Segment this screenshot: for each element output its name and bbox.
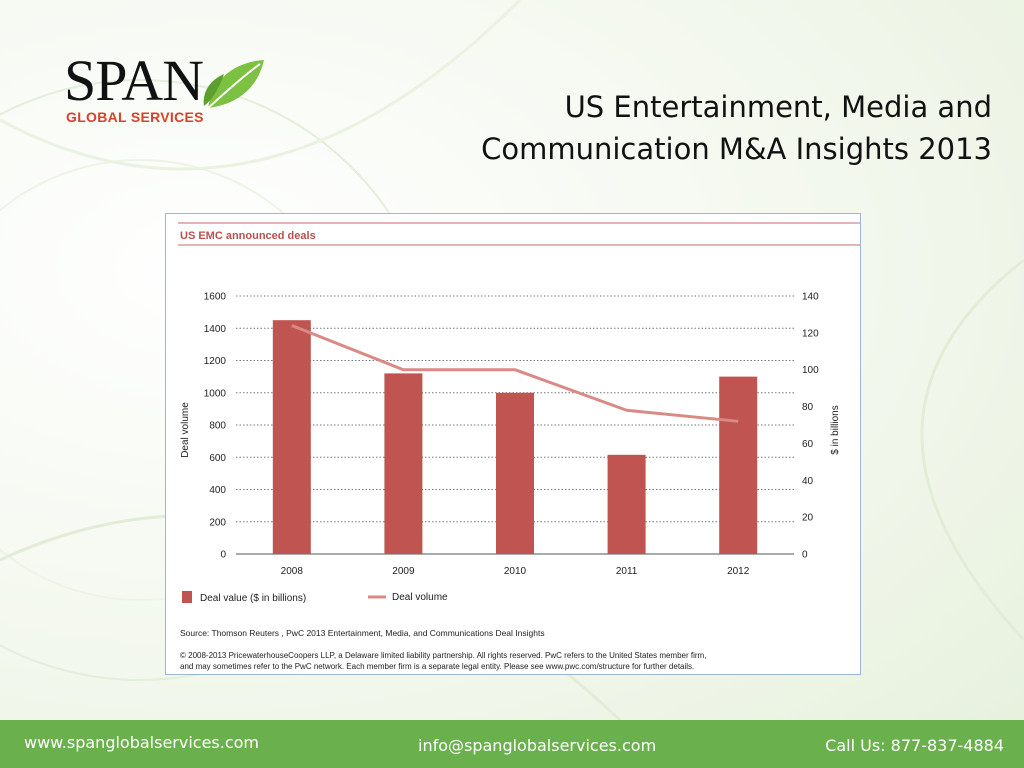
bar-2011	[607, 454, 646, 554]
bar-2008	[272, 320, 311, 554]
y-tick-right-label: 20	[802, 513, 814, 524]
y-tick-left-label: 200	[209, 517, 226, 528]
y-tick-left-label: 1400	[204, 324, 227, 335]
y-tick-right-label: 100	[802, 365, 819, 376]
logo-subtitle: GLOBAL SERVICES	[66, 109, 204, 125]
footer-bar: www.spanglobalservices.com info@spanglob…	[0, 720, 1024, 768]
y-axis-left-label: Deal volume	[180, 402, 191, 458]
logo-wordmark: SPAN	[64, 48, 204, 113]
bar-series	[272, 320, 758, 554]
leaf-icon	[203, 60, 264, 109]
y-tick-right-label: 80	[802, 402, 814, 413]
y-tick-right-label: 40	[802, 476, 814, 487]
company-logo[interactable]: SPAN GLOBAL SERVICES	[62, 52, 272, 132]
chart-figure: US EMC announced deals 0 200 400 600 800 1000…	[165, 213, 861, 675]
y-tick-left-label: 1200	[204, 356, 227, 367]
y-tick-left-label: 800	[209, 421, 226, 432]
bar-2012	[719, 376, 758, 554]
y-tick-left-label: 600	[209, 453, 226, 464]
y-axis-right-label: $ in billions	[830, 405, 841, 454]
line-deal-volume	[291, 324, 739, 423]
chart-copyright-line-2: and may sometimes refer to the PwC netwo…	[180, 662, 694, 671]
footer-phone[interactable]: Call Us: 877-837-4884	[825, 736, 1004, 755]
x-tick-label: 2009	[392, 566, 415, 577]
bar-2009	[384, 373, 423, 554]
y-tick-right-label: 120	[802, 328, 819, 339]
y-tick-left-label: 1000	[204, 388, 227, 399]
chart-heading: US EMC announced deals	[180, 230, 316, 242]
chart-canvas: US EMC announced deals 02004006008001000…	[178, 222, 860, 671]
legend-swatch-bar	[182, 591, 192, 603]
y-tick-left-label: 0	[220, 550, 226, 561]
y-tick-right-label: 0	[802, 550, 808, 561]
line-series	[291, 324, 739, 423]
x-axis: 2008 2009 2010 2011 2012	[281, 566, 750, 577]
y-axis-right: 0 20 40 60 80 100 120 140	[802, 292, 819, 561]
y-tick-left-label: 400	[209, 485, 226, 496]
footer-website-link[interactable]: www.spanglobalservices.com	[24, 733, 260, 752]
chart-copyright-line-1: © 2008-2013 PricewaterhouseCoopers LLP, …	[180, 651, 706, 660]
y-tick-left-label: 1600	[204, 292, 227, 303]
chart-source: Source: Thomson Reuters , PwC 2013 Enter…	[180, 628, 545, 638]
slide-title-line-1: US Entertainment, Media and	[564, 90, 992, 124]
y-tick-right-label: 140	[802, 292, 819, 303]
legend-label-line: Deal volume	[392, 592, 448, 603]
legend-label-bar: Deal value ($ in billions)	[200, 593, 306, 604]
y-tick-right-label: 60	[802, 439, 814, 450]
x-tick-label: 2012	[727, 566, 750, 577]
bar-2010	[496, 392, 534, 554]
slide-title: US Entertainment, Media and Communicatio…	[432, 86, 992, 170]
x-tick-label: 2011	[616, 566, 638, 577]
y-axis-left: 0 200 400 600 800 1000 1200 1400 1600	[204, 292, 227, 561]
slide-title-line-2: Communication M&A Insights 2013	[481, 132, 992, 166]
footer-email-link[interactable]: info@spanglobalservices.com	[418, 736, 657, 755]
x-tick-label: 2010	[504, 566, 527, 577]
x-tick-label: 2008	[281, 566, 304, 577]
